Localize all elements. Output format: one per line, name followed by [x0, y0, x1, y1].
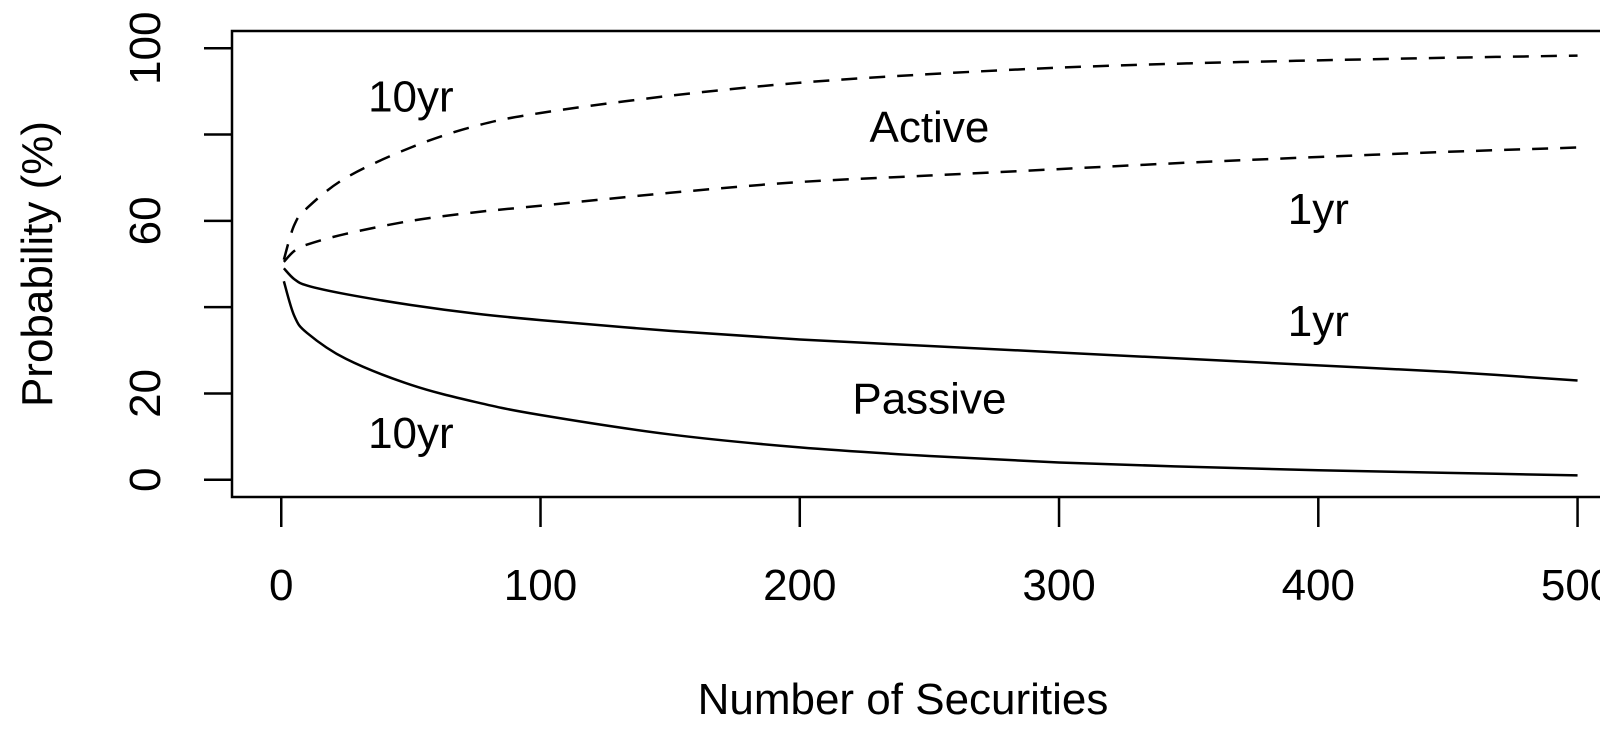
y-tick-label: 100 [121, 12, 170, 85]
x-axis-title: Number of Securities [698, 675, 1109, 724]
y-tick-label: 20 [121, 369, 170, 418]
x-tick-label: 300 [1022, 561, 1095, 610]
series-layer [282, 54, 1578, 477]
plot-frame [230, 29, 1600, 499]
annotation-label: 1yr [1288, 297, 1349, 346]
x-tick-label: 0 [269, 561, 293, 610]
x-tick-label: 100 [504, 561, 577, 610]
annotation-label: 10yr [368, 409, 454, 458]
x-axis: 0 100 200 300 400 500 [269, 497, 1600, 610]
series-line-active-1yr [282, 146, 1578, 263]
y-tick-label: 60 [121, 196, 170, 245]
annotation-label: Active [869, 103, 989, 152]
series-line-active-10yr [282, 54, 1578, 261]
annotation-label: Passive [852, 375, 1006, 424]
y-axis-title: Probability (%) [13, 121, 62, 407]
y-tick-label: 0 [121, 467, 170, 491]
x-tick-label: 200 [763, 561, 836, 610]
annotation-label: 1yr [1288, 185, 1349, 234]
annotation-layer: 10yr Active 1yr 1yr Passive 10yr [368, 73, 1349, 459]
annotation-label: 10yr [368, 73, 454, 122]
series-line-passive-1yr [282, 267, 1578, 382]
x-tick-label: 400 [1282, 561, 1355, 610]
series-line-passive-10yr [282, 280, 1578, 477]
y-axis: 0 20 60 100 [121, 12, 232, 492]
x-tick-label: 500 [1541, 561, 1600, 610]
